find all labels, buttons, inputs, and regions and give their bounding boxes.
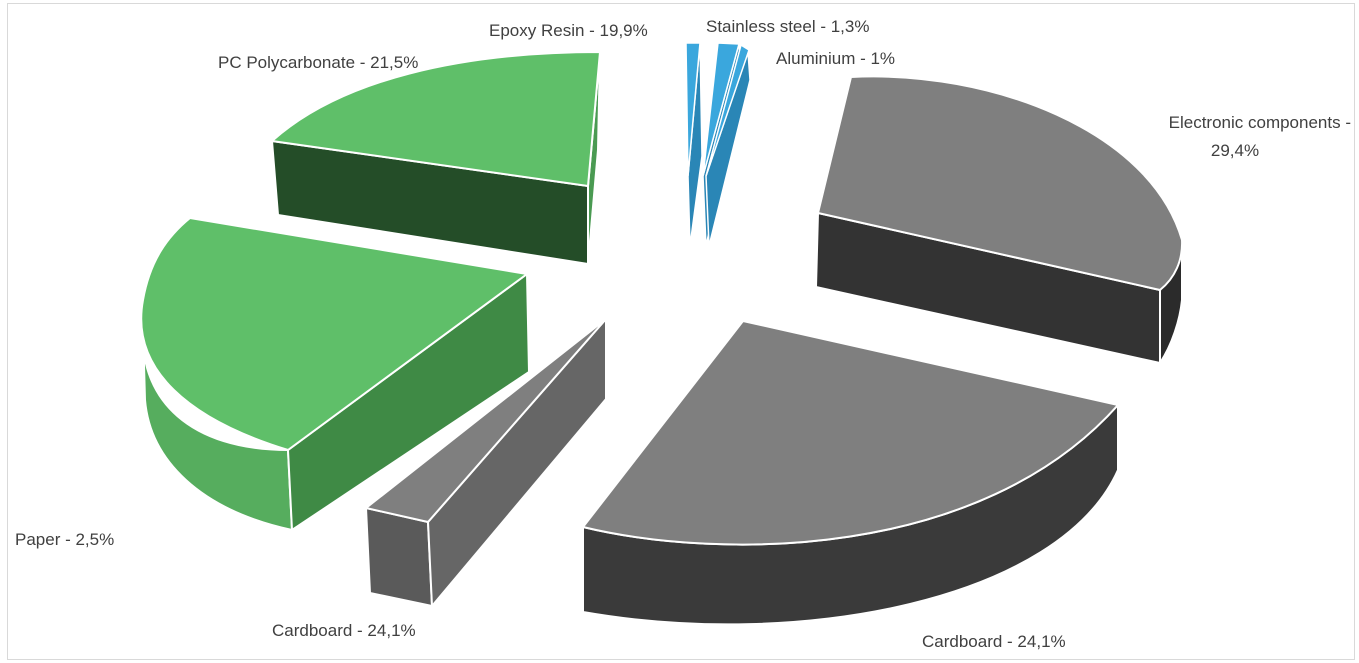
slice-electronic-components-top: [816, 75, 1184, 292]
slice-pc-polycarbonate-top: [140, 216, 530, 452]
label-paper: Cardboard - 24,1%: [272, 621, 416, 640]
slice-paper-top: [363, 318, 607, 524]
label-aluminium: Stainless steel - 1,3%: [706, 17, 869, 36]
slice-electronic-components: [814, 75, 1184, 367]
label-electronic-components-value: 29,4%: [1211, 141, 1259, 160]
label-epoxy-resin: PC Polycarbonate - 21,5%: [218, 53, 418, 72]
slice-steel: [705, 43, 751, 247]
slice-epoxy-resin-top: [269, 50, 602, 188]
label-electronic-components-name: Electronic components -: [1169, 113, 1351, 132]
label-cardboard: Cardboard - 24,1%: [922, 632, 1066, 651]
label-pc-polycarbonate: Paper - 2,5%: [15, 530, 114, 549]
label-steel: Aluminium - 1%: [776, 49, 895, 68]
slice-paper-front: [364, 506, 434, 608]
slice-cardboard: [581, 319, 1120, 626]
slice-epoxy-resin: [269, 50, 602, 266]
slice-paper: [363, 316, 607, 609]
slice-cardboard-top: [581, 319, 1120, 546]
slice-steel-top: [705, 43, 750, 177]
slice-pc-polycarbonate: [140, 216, 531, 532]
slice-aluminium-top: [702, 42, 740, 177]
label-stainless-steel: Epoxy Resin - 19,9%: [489, 21, 648, 40]
slice-stainless-steel: [685, 42, 703, 247]
slice-stainless-steel-top: [685, 42, 701, 177]
